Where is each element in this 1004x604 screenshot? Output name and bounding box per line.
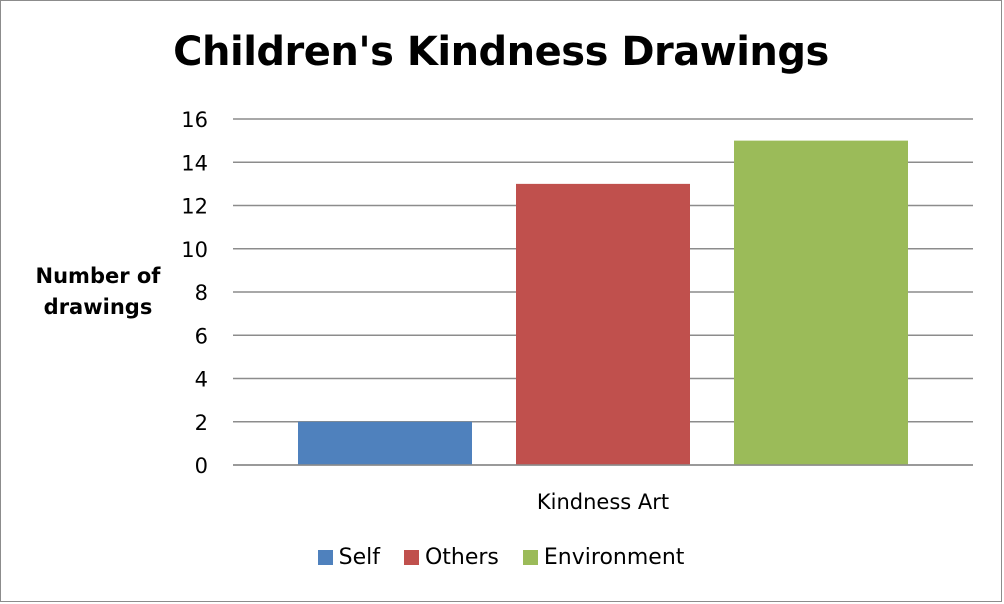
y-tick-label: 12 — [181, 195, 208, 219]
legend: Self Others Environment — [1, 545, 1001, 570]
bar-self — [298, 421, 472, 465]
plot-area: 0 2 4 6 8 10 12 14 16 Kindness Art — [181, 108, 973, 514]
y-tick-label: 6 — [195, 324, 208, 348]
y-axis-label-line-2: drawings — [43, 295, 153, 319]
y-tick-label: 14 — [181, 151, 208, 175]
y-tick-label: 0 — [195, 454, 208, 478]
legend-swatch — [317, 550, 333, 565]
y-tick-label: 16 — [181, 108, 208, 132]
y-tick-label: 2 — [195, 411, 208, 435]
y-axis-label-line-1: Number of — [35, 264, 161, 288]
legend-item-others: Others — [403, 545, 499, 570]
x-category-label: Kindness Art — [537, 490, 669, 514]
y-axis-label: Number of drawings — [23, 261, 173, 323]
chart-title: Children's Kindness Drawings — [173, 29, 829, 75]
legend-item-self: Self — [317, 545, 380, 570]
legend-item-environment: Environment — [522, 545, 685, 570]
y-tick-label: 4 — [195, 368, 208, 392]
y-tick-label: 8 — [195, 281, 208, 305]
legend-swatch — [522, 550, 538, 565]
legend-label: Self — [338, 545, 380, 570]
bar-environment — [734, 140, 908, 465]
legend-label: Others — [424, 545, 499, 570]
legend-label: Environment — [543, 545, 685, 570]
bar-others — [516, 183, 690, 465]
y-tick-label: 10 — [181, 238, 208, 262]
legend-swatch — [403, 550, 419, 565]
